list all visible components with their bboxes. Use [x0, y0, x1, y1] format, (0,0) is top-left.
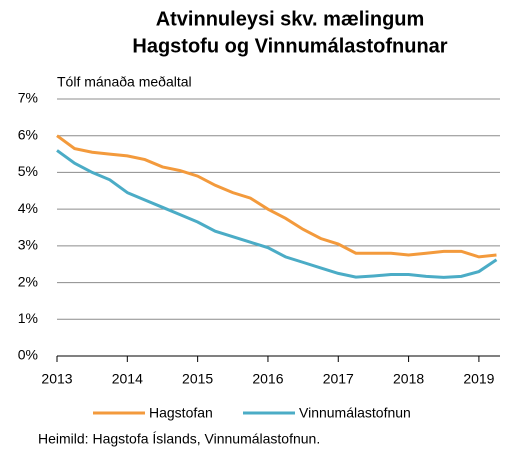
- subtitle: Tólf mánaða meðaltal: [57, 74, 192, 90]
- y-tick-label: 5%: [18, 163, 38, 179]
- x-tick-label: 2019: [463, 371, 494, 387]
- y-tick-label: 6%: [18, 126, 38, 142]
- y-tick-label: 0%: [18, 347, 38, 363]
- x-tick-label: 2018: [393, 371, 424, 387]
- x-tick-label: 2014: [112, 371, 143, 387]
- chart-title: Atvinnuleysi skv. mælingum: [156, 8, 425, 30]
- line: [56, 134, 497, 259]
- legend-label: Hagstofan: [149, 405, 213, 421]
- line: [56, 149, 498, 279]
- x-tick-label: 2013: [41, 371, 72, 387]
- x-tick-label: 2016: [252, 371, 283, 387]
- legend-label: Vinnumálastofnun: [299, 405, 411, 421]
- x-tick-label: 2015: [182, 371, 213, 387]
- x-tick-label: 2017: [323, 371, 354, 387]
- source: Heimild: Hagstofa Íslands, Vinnumálastof…: [38, 431, 320, 447]
- y-tick-label: 1%: [18, 310, 38, 326]
- y-tick-label: 4%: [18, 200, 38, 216]
- y-tick-label: 7%: [18, 90, 38, 106]
- y-tick-label: 2%: [18, 273, 38, 289]
- chart-title: Hagstofu og Vinnumálastofnunar: [132, 35, 447, 57]
- y-tick-label: 3%: [18, 237, 38, 253]
